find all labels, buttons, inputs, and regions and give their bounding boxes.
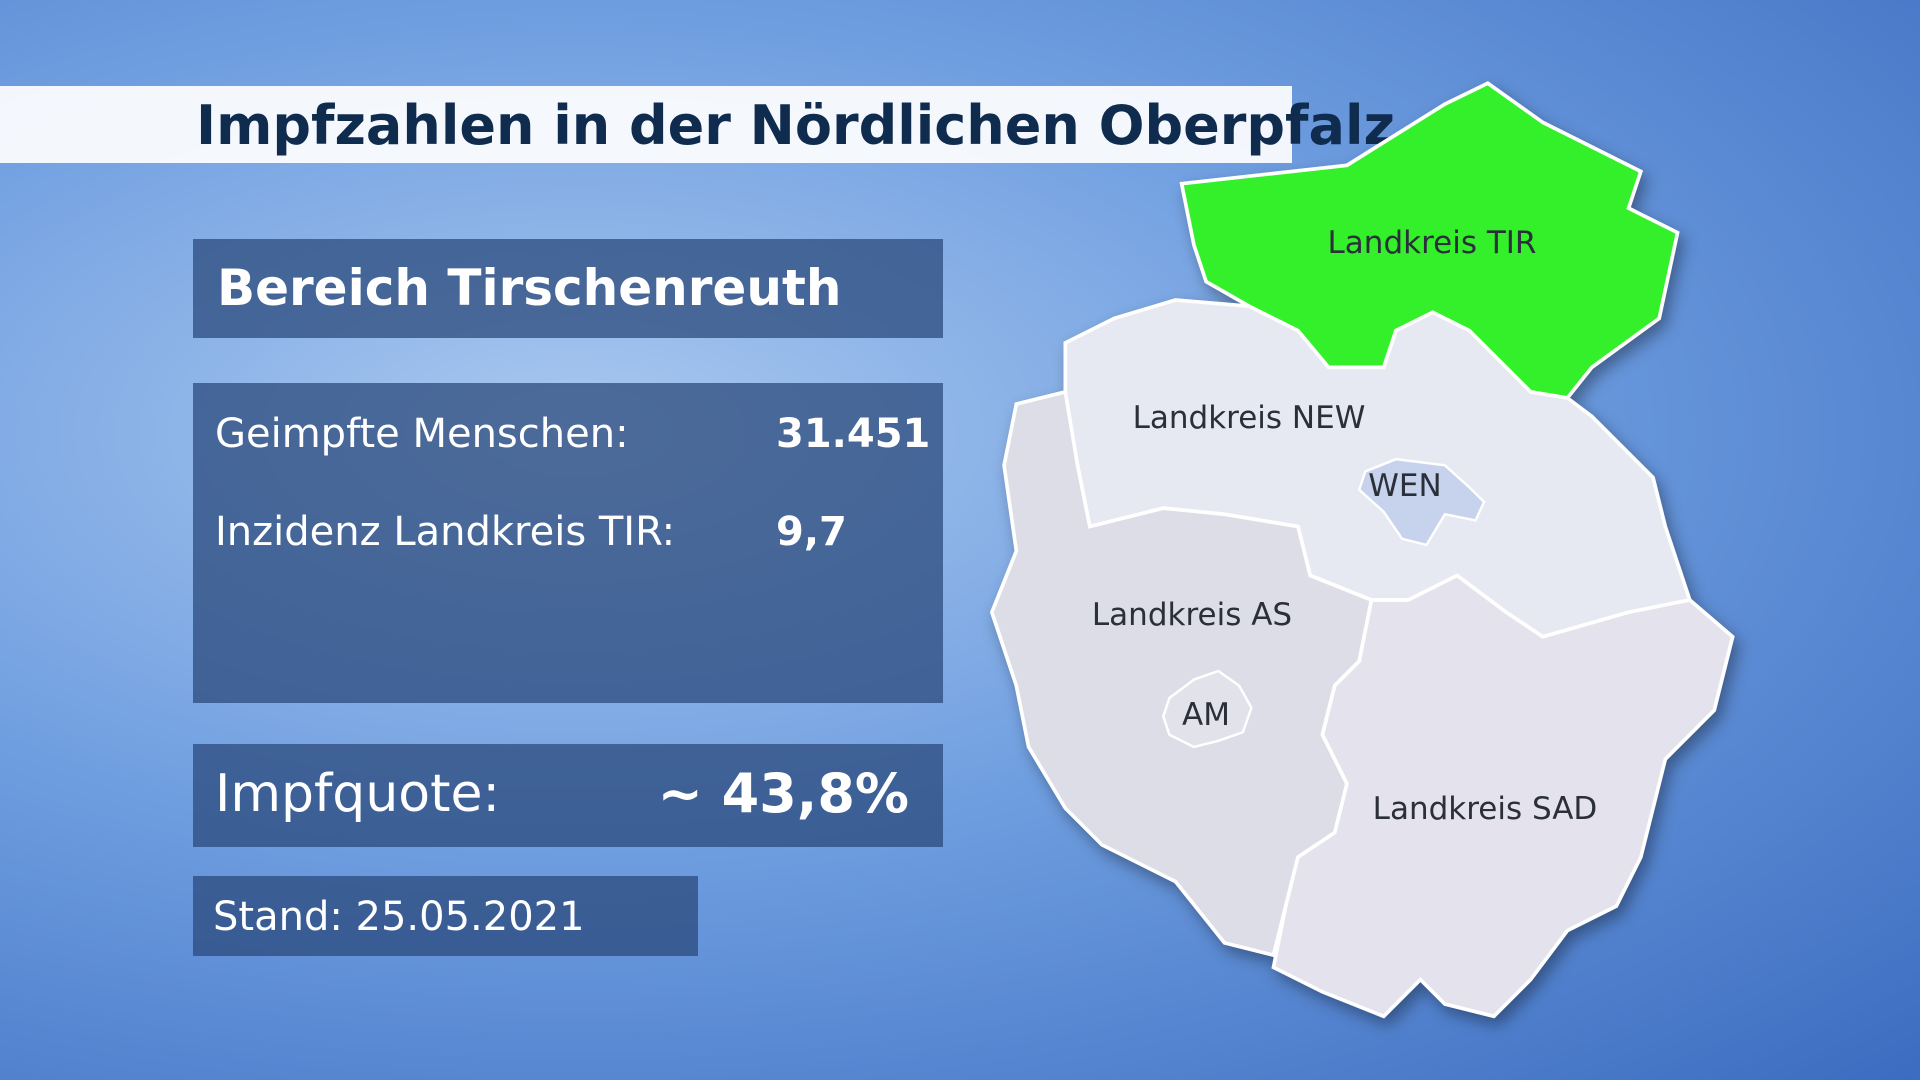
row-label: Inzidenz Landkreis TIR: <box>215 509 676 555</box>
quote-value: ~ 43,8% <box>657 762 909 825</box>
region-label: Landkreis AS <box>1092 597 1292 633</box>
region-label: Landkreis NEW <box>1133 400 1366 436</box>
title: Impfzahlen in der Nördlichen Oberpfalz <box>196 94 1395 157</box>
data-box: Geimpfte Menschen: 31.451 Inzidenz Landk… <box>193 383 943 703</box>
date: Stand: 25.05.2021 <box>213 894 585 940</box>
region-label: AM <box>1182 697 1230 733</box>
title-bar: Impfzahlen in der Nördlichen Oberpfalz <box>0 86 1395 163</box>
region-sad <box>1271 573 1735 1019</box>
region-label: Landkreis SAD <box>1373 791 1598 827</box>
row-label: Geimpfte Menschen: <box>215 411 629 457</box>
heading-box: Bereich Tirschenreuth <box>193 239 943 338</box>
region-tir <box>1179 81 1680 400</box>
date-box: Stand: 25.05.2021 <box>193 876 698 956</box>
city-wen <box>1357 457 1486 547</box>
row-value: 31.451 <box>776 411 931 457</box>
region-label: Landkreis TIR <box>1328 225 1537 261</box>
region-label: WEN <box>1368 468 1441 504</box>
row-value: 9,7 <box>776 509 847 555</box>
heading: Bereich Tirschenreuth <box>217 259 842 317</box>
city-am <box>1161 669 1253 749</box>
quote-label: Impfquote: <box>215 764 500 824</box>
quote-box: Impfquote: ~ 43,8% <box>193 744 943 847</box>
